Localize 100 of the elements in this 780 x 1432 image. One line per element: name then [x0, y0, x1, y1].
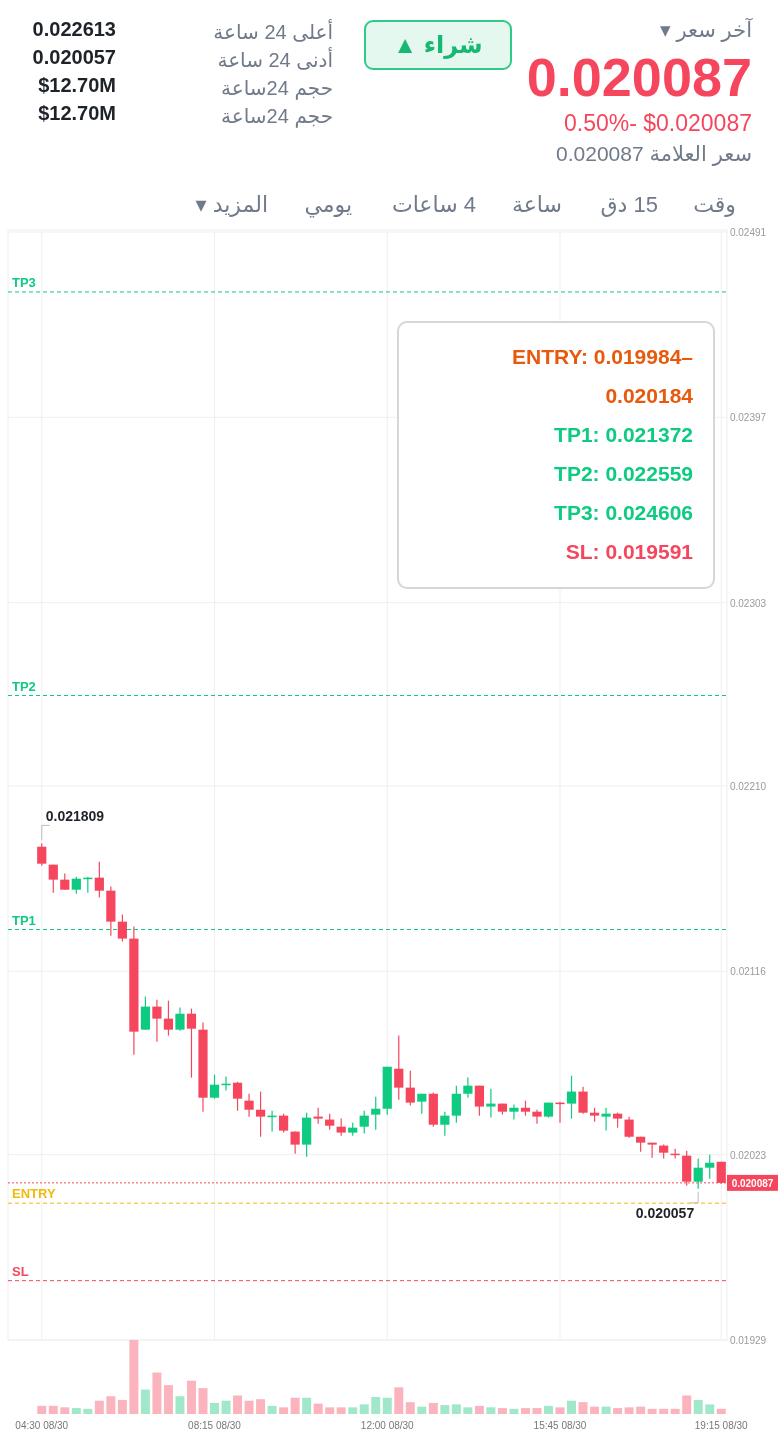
bar: [382, 1397, 392, 1414]
candlestick: [37, 842, 47, 867]
bar: [336, 1407, 346, 1414]
candlestick: [255, 1090, 266, 1138]
x-tick-label: 15:45 08/30: [533, 1420, 587, 1431]
candlestick: [509, 1104, 519, 1121]
text: أدنى 24 ساعة: [217, 48, 333, 72]
bar: [256, 1399, 266, 1414]
text: $12.70M: [38, 74, 116, 97]
y-tick-label: 0.02491: [729, 227, 767, 238]
bar: [497, 1408, 507, 1414]
candlestick: [463, 1076, 473, 1099]
bar: [186, 1380, 196, 1414]
bar: [405, 1402, 415, 1414]
annotation: TP1: 0.021372: [553, 422, 693, 448]
bar: [601, 1406, 611, 1414]
text: 15 دق: [600, 192, 658, 218]
candlestick: [140, 995, 151, 1031]
candlestick: [232, 1081, 243, 1112]
candlestick: [152, 999, 162, 1043]
candlestick: [532, 1109, 542, 1125]
bar: [463, 1407, 473, 1414]
annotation: ENTRY: 0.019984–0.020184: [511, 344, 693, 409]
bar: [509, 1408, 519, 1414]
text: المزيد ▾: [195, 192, 268, 218]
candlestick: [175, 1007, 185, 1032]
ref-line-label: 0.020087: [731, 1177, 774, 1189]
annotation: 0.021809: [45, 808, 105, 825]
text: شراء ▲: [364, 20, 512, 70]
x-tick-label: 12:00 08/30: [360, 1420, 415, 1431]
bar: [394, 1387, 404, 1414]
bar: [267, 1405, 277, 1414]
bar: [520, 1408, 530, 1414]
bar: [440, 1405, 450, 1414]
candlestick: [601, 1107, 611, 1132]
bar: [94, 1400, 104, 1414]
candlestick: [394, 1035, 404, 1101]
bar: [140, 1389, 150, 1414]
bar: [659, 1408, 669, 1414]
bar: [244, 1400, 254, 1414]
bar: [590, 1406, 600, 1414]
candlestick: [209, 1074, 220, 1100]
bar: [221, 1400, 231, 1414]
bar: [451, 1404, 461, 1414]
y-tick-label: 0.01929: [729, 1335, 767, 1346]
x-tick-label: 19:15 08/30: [694, 1420, 749, 1431]
bar: [279, 1407, 289, 1414]
bar: [48, 1405, 58, 1414]
bar: [290, 1397, 300, 1414]
candlestick: [163, 1000, 174, 1037]
candlestick: [486, 1088, 496, 1119]
text: ساعة: [511, 192, 562, 218]
x-tick-label: 08:15 08/30: [188, 1420, 242, 1431]
text: وقت: [693, 192, 736, 218]
candlestick: [474, 1085, 484, 1117]
bar: [486, 1407, 496, 1414]
annotation: 0.020057: [635, 1204, 695, 1221]
candlestick: [371, 1096, 381, 1131]
candlestick: [279, 1113, 289, 1134]
text: آخر سعر ▾: [660, 18, 752, 42]
y-tick-label: 0.02023: [729, 1149, 767, 1161]
candlestick: [405, 1070, 415, 1107]
candlestick: [440, 1111, 450, 1137]
bar: [83, 1408, 93, 1414]
bar: [705, 1404, 715, 1414]
bar: [163, 1385, 173, 1414]
candlestick: [578, 1086, 588, 1115]
text: حجم 24ساعة: [221, 76, 333, 100]
text: $0.020087 -0.50%: [563, 110, 752, 137]
bar: [106, 1396, 116, 1414]
bar: [371, 1396, 381, 1414]
bar: [647, 1408, 657, 1414]
bar: [624, 1407, 634, 1414]
candlestick: [359, 1110, 369, 1135]
bar: [359, 1404, 369, 1414]
text: 4 ساعات: [391, 192, 476, 218]
x-tick-label: 04:30 08/30: [15, 1420, 69, 1431]
bar: [60, 1407, 70, 1414]
bar: [532, 1408, 542, 1414]
annotation: TP3: 0.024606: [553, 500, 693, 526]
y-tick-label: 0.02303: [729, 597, 767, 609]
text: سعر العلامة 0.020087: [556, 142, 752, 166]
candlestick: [705, 1154, 715, 1180]
bar: [302, 1397, 312, 1414]
candlestick: [244, 1093, 254, 1118]
bar: [37, 1405, 47, 1414]
bar: [474, 1405, 484, 1414]
ref-line-label: TP2: [12, 678, 36, 694]
y-tick-label: 0.02210: [729, 781, 767, 792]
candlestick: [624, 1116, 634, 1139]
candlestick: [117, 913, 127, 943]
bar: [417, 1406, 427, 1414]
text: 0.020057: [32, 46, 116, 69]
text: 0.022613: [32, 18, 116, 41]
ref-line-label: ENTRY: [12, 1186, 56, 1202]
ref-line-label: SL: [12, 1263, 29, 1279]
text: أعلى 24 ساعة: [213, 20, 333, 44]
candlestick: [693, 1158, 703, 1190]
bar: [693, 1399, 703, 1414]
bar: [613, 1408, 623, 1414]
